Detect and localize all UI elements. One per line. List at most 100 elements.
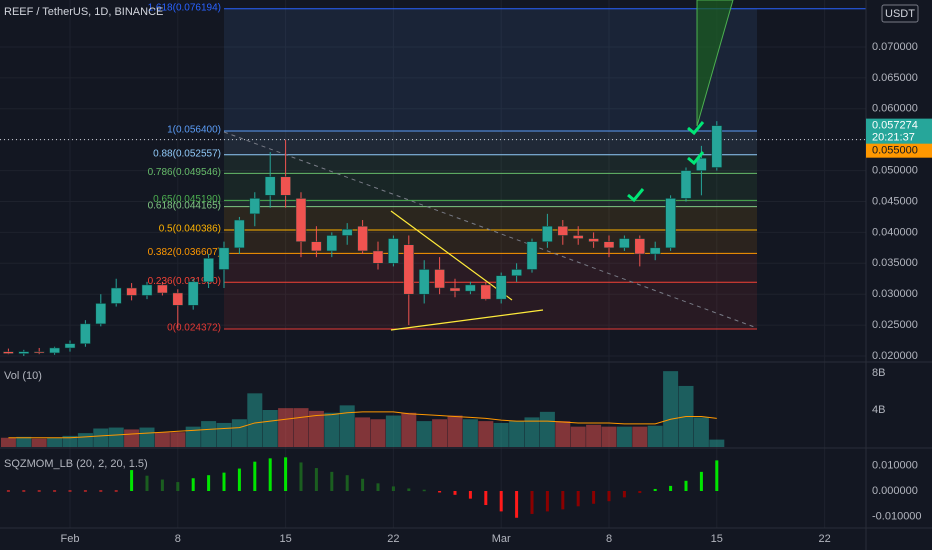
volume-bar <box>247 393 263 447</box>
momentum-bar <box>314 468 318 491</box>
y-tick-label: 0.045000 <box>872 195 918 207</box>
alert-price: 0.055000 <box>872 145 918 157</box>
candle-body <box>141 284 153 296</box>
momentum-bar <box>669 485 673 491</box>
volume-bar <box>709 439 725 447</box>
volume-bar <box>31 438 47 447</box>
momentum-bar <box>499 490 503 512</box>
y-tick-label: 0.000000 <box>872 485 918 497</box>
volume-bar <box>339 405 355 447</box>
candle-body <box>3 351 14 354</box>
fib-band <box>224 200 757 207</box>
triangle-upper <box>390 210 513 301</box>
momentum-bar <box>299 462 303 491</box>
currency-box[interactable] <box>881 4 919 23</box>
grid <box>0 0 866 528</box>
momentum-bar <box>607 490 611 502</box>
y-tick-label: 8B <box>872 367 885 379</box>
last-price-tag <box>866 118 932 145</box>
volume-bar <box>324 412 340 447</box>
volume-bar <box>139 427 155 447</box>
x-tick-label: Mar <box>492 533 511 545</box>
candle-body <box>126 287 137 296</box>
volume-bar <box>124 429 140 447</box>
candle-body <box>634 238 646 255</box>
momentum-bar <box>407 488 411 491</box>
momentum-bar <box>453 490 457 495</box>
volume-bar <box>293 408 309 447</box>
volume-bar <box>586 424 602 447</box>
candle-body <box>603 241 615 249</box>
candle-body <box>357 225 368 252</box>
projection <box>696 0 734 127</box>
momentum-bar <box>515 490 519 518</box>
momentum-bar <box>345 475 349 491</box>
alert-tag <box>866 143 932 158</box>
fib-label: 0.236(0.031930) <box>148 276 221 287</box>
volume-bar <box>647 425 663 447</box>
volume-bar <box>16 436 32 447</box>
candle-body <box>311 241 322 252</box>
momentum-bar <box>22 490 26 492</box>
candle-body <box>95 303 107 325</box>
y-tick-label: 0.035000 <box>872 257 918 269</box>
fib-label: 0.786(0.049546) <box>148 167 221 178</box>
volume-bar <box>385 415 401 447</box>
candle-body <box>234 219 245 249</box>
y-tick-label: 0.010000 <box>872 459 918 471</box>
momentum-bar <box>145 475 149 491</box>
fib-label: 0.382(0.036607) <box>148 247 221 258</box>
momentum-bar <box>530 490 534 514</box>
triangle-lower <box>390 309 544 331</box>
candle-body <box>33 351 45 354</box>
volume-ma <box>8 411 717 439</box>
x-tick-label: 8 <box>606 533 612 545</box>
momentum-bar <box>638 490 642 494</box>
candle-body <box>187 281 199 306</box>
volume-bar <box>493 422 509 447</box>
momentum-bar <box>237 468 241 491</box>
candle-body <box>110 287 122 304</box>
volume-bar <box>62 435 78 447</box>
fib-label: 0.65(0.045190) <box>153 194 221 205</box>
candle-body <box>80 323 91 344</box>
momentum-bar <box>6 490 10 492</box>
volume-bar <box>47 437 63 447</box>
y-tick-label: 0.050000 <box>872 164 918 176</box>
fib-label: 0(0.024372) <box>167 323 221 334</box>
volume-bar <box>570 426 586 447</box>
volume-bar <box>185 426 201 447</box>
candle-body <box>280 176 291 196</box>
volume-bar <box>201 421 217 447</box>
x-tick-label: Feb <box>61 533 80 545</box>
momentum-bar <box>376 483 380 491</box>
candle-body <box>49 347 60 354</box>
fib-label: 1.618(0.076194) <box>148 2 221 13</box>
currency[interactable]: USDT <box>885 8 915 20</box>
volume-bar <box>693 417 709 447</box>
candle-body <box>465 284 476 292</box>
momentum-bar <box>684 480 688 491</box>
candle-body <box>495 275 507 300</box>
fib-label: 0.5(0.040386) <box>159 224 221 235</box>
momentum-bar <box>422 489 426 492</box>
volume-bar <box>616 426 632 447</box>
candle-body <box>588 238 599 242</box>
candle-body <box>572 235 584 239</box>
countdown: 20:21:37 <box>872 132 915 144</box>
fib-label: 1(0.056400) <box>167 125 221 136</box>
volume-bar <box>262 409 278 447</box>
volume-bar <box>308 410 324 447</box>
volume-bar <box>524 417 540 447</box>
volume-bar <box>462 419 478 447</box>
volume-bar <box>401 412 417 447</box>
momentum-bar <box>222 472 226 491</box>
momentum-bar <box>576 490 580 507</box>
momentum-bar <box>330 471 334 491</box>
momentum-bar <box>83 490 87 492</box>
volume-bar <box>632 426 648 447</box>
candle-body <box>157 284 168 294</box>
volume-bar <box>108 427 124 447</box>
y-tick-label: 0.030000 <box>872 288 918 300</box>
momentum-bar <box>114 490 118 492</box>
